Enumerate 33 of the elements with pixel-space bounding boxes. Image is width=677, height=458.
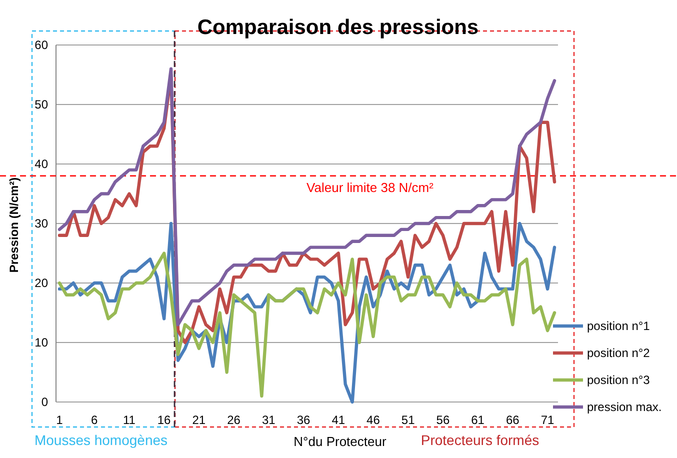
text: Mousses homogènes (34, 432, 168, 448)
x-tick-label: 46 (366, 413, 380, 427)
y-tick-label: 30 (34, 216, 48, 230)
y-tick-label: 10 (34, 336, 48, 350)
y-tick-label: 40 (34, 157, 48, 171)
x-tick-label: 36 (296, 413, 311, 427)
text: Protecteurs formés (420, 432, 540, 448)
line-series (58, 252, 556, 398)
x-tick-label: 16 (157, 413, 172, 427)
y-tick-label: 0 (41, 395, 48, 409)
y-tick-label: 50 (34, 98, 48, 112)
x-tick-label: 66 (506, 413, 520, 427)
legend-label: position n°2 (587, 346, 650, 360)
legend-label: pression max. (587, 400, 662, 414)
x-tick-label: 11 (122, 413, 136, 427)
legend-label: position n°3 (587, 373, 650, 387)
x-tick-label: 1 (56, 413, 64, 427)
x-tick-label: 41 (332, 413, 346, 427)
x-tick-label: 21 (192, 413, 206, 427)
y-tick-label: 60 (34, 38, 48, 52)
y-axis-title: Pression (N/cm²) (7, 177, 21, 273)
x-tick-label: 26 (227, 413, 241, 427)
x-tick-label: 56 (436, 413, 450, 427)
x-tick-label: 51 (401, 413, 416, 427)
legend-label: position n°1 (587, 319, 650, 333)
chart-title: Comparaison des pressions (197, 16, 479, 39)
ref-line-label: Valeur limite 38 N/cm² (306, 180, 434, 195)
x-tick-label: 31 (262, 413, 276, 427)
x-tick-label: 71 (540, 413, 555, 427)
x-tick-label: 61 (471, 413, 485, 427)
x-axis-title: N°du Protecteur (294, 434, 387, 449)
y-tick-label: 20 (34, 276, 48, 290)
x-tick-label: 6 (91, 413, 98, 427)
